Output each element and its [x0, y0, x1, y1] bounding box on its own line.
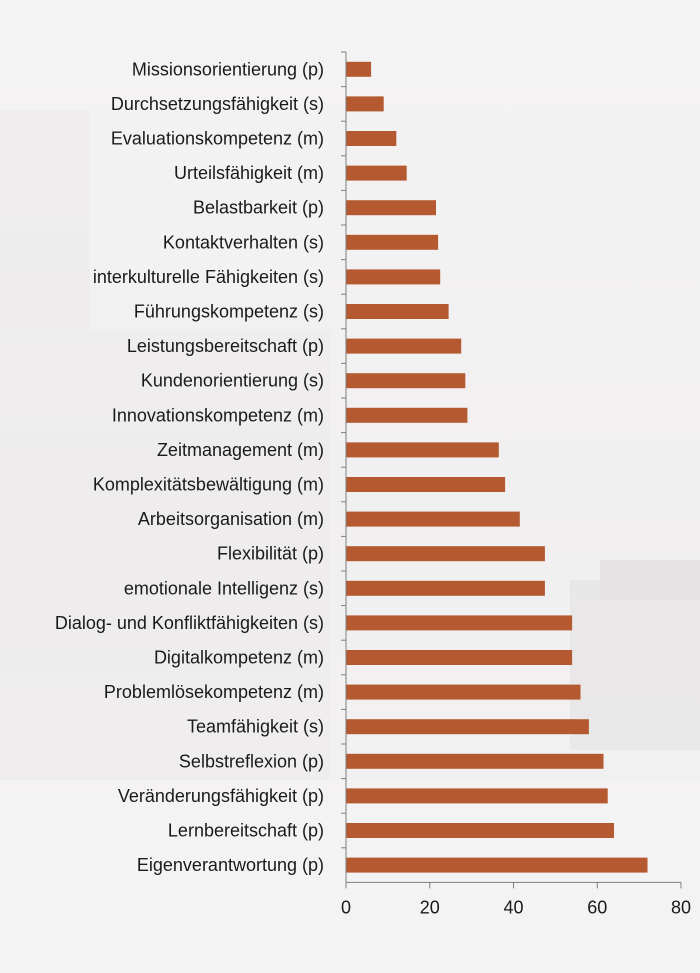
category-label: Selbstreflexion (p) — [179, 751, 324, 771]
bar — [346, 338, 462, 354]
bar — [346, 823, 614, 838]
category-label: Urteilsfähigkeit (m) — [174, 163, 324, 183]
bar — [346, 684, 581, 700]
category-label: Digitalkompetenz (m) — [154, 648, 324, 668]
category-label: Eigenverantwortung (p) — [137, 855, 324, 875]
bar — [346, 442, 499, 458]
category-label: Kundenorientierung (s) — [141, 371, 324, 391]
category-label: Veränderungsfähigkeit (p) — [118, 786, 324, 806]
bar — [346, 234, 439, 250]
bar — [346, 788, 608, 804]
bar — [346, 373, 466, 389]
category-label: Belastbarkeit (p) — [193, 198, 324, 218]
category-label: interkulturelle Fähigkeiten (s) — [93, 267, 324, 287]
category-label: Zeitmanagement (m) — [157, 440, 324, 460]
category-label: Kontaktverhalten (s) — [163, 232, 324, 252]
category-label: Durchsetzungsfähigkeit (s) — [111, 94, 324, 114]
x-tick-label: 40 — [503, 897, 523, 917]
category-label: Lernbereitschaft (p) — [168, 821, 324, 841]
bar — [346, 477, 506, 492]
x-tick-label: 20 — [420, 897, 440, 917]
bar — [346, 753, 604, 769]
x-tick-label: 80 — [671, 897, 691, 917]
bar — [346, 580, 545, 596]
bar — [346, 131, 397, 146]
category-label: Teamfähigkeit (s) — [187, 717, 324, 737]
bar — [346, 857, 648, 873]
category-label: Problemlösekompetenz (m) — [104, 682, 324, 702]
bar — [346, 719, 589, 735]
category-label: Flexibilität (p) — [217, 544, 324, 564]
category-label: Leistungsbereitschaft (p) — [127, 336, 324, 356]
category-label: Evaluationskompetenz (m) — [111, 129, 324, 149]
bar — [346, 200, 436, 216]
category-label: Führungskompetenz (s) — [134, 302, 324, 322]
bar — [346, 407, 468, 423]
category-label: Arbeitsorganisation (m) — [138, 509, 324, 529]
x-tick-label: 0 — [341, 897, 351, 917]
bar — [346, 165, 407, 181]
bar — [346, 61, 372, 77]
category-label: Innovationskompetenz (m) — [112, 405, 324, 425]
bar — [346, 511, 520, 527]
category-label: Dialog- und Konfliktfähigkeiten (s) — [55, 613, 324, 633]
bar — [346, 96, 384, 112]
category-label: emotionale Intelligenz (s) — [124, 578, 324, 598]
bar — [346, 615, 573, 631]
bar — [346, 546, 545, 562]
x-tick-label: 60 — [587, 897, 607, 917]
category-label: Missionsorientierung (p) — [132, 59, 324, 79]
bar — [346, 304, 449, 319]
bar — [346, 650, 573, 665]
bar — [346, 269, 441, 285]
category-label: Komplexitätsbewältigung (m) — [93, 475, 324, 495]
